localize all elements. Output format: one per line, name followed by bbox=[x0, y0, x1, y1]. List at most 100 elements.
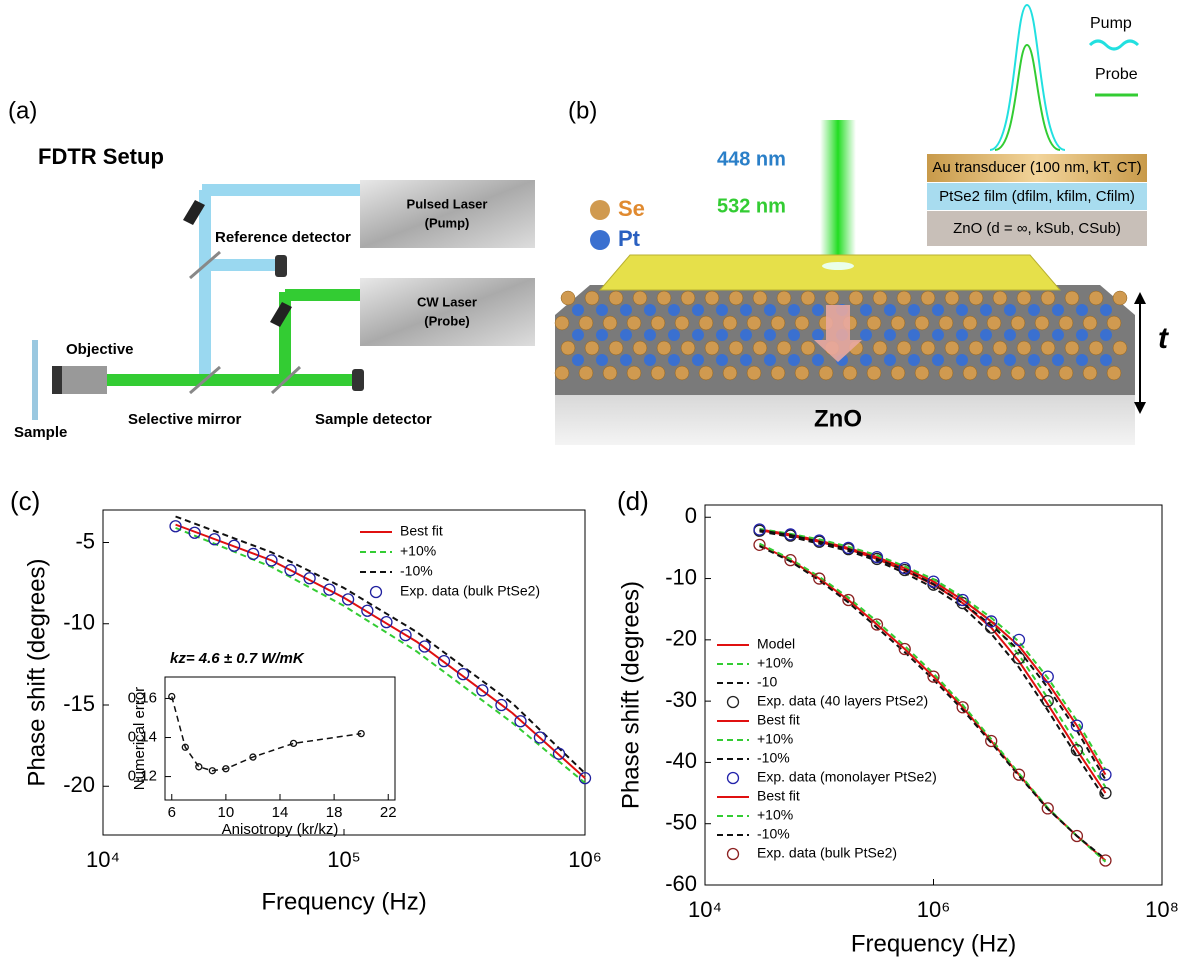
pt-atom bbox=[1028, 304, 1040, 316]
se-atom bbox=[969, 291, 983, 305]
setup-title: FDTR Setup bbox=[38, 144, 164, 169]
pump-laser bbox=[360, 180, 535, 248]
x-tick-label: 6 bbox=[168, 804, 176, 821]
x-tick-label: 22 bbox=[380, 804, 397, 821]
pt-atom bbox=[644, 329, 656, 341]
se-atom bbox=[561, 291, 575, 305]
se-atom bbox=[1041, 341, 1055, 355]
figure: (a) FDTR Setup Pulsed Laser (Pump) Refer… bbox=[0, 0, 1204, 963]
se-atom bbox=[945, 341, 959, 355]
au-film bbox=[600, 255, 1060, 290]
legend-label: Exp. data (40 layers PtSe2) bbox=[757, 693, 928, 709]
x-axis-label: Frequency (Hz) bbox=[261, 888, 426, 915]
se-atom bbox=[945, 291, 959, 305]
pt-atom bbox=[1004, 354, 1016, 366]
se-atom bbox=[921, 291, 935, 305]
se-atom bbox=[1065, 291, 1079, 305]
pt-atom bbox=[980, 354, 992, 366]
panel-a: (a) FDTR Setup Pulsed Laser (Pump) Refer… bbox=[8, 97, 540, 445]
se-atom bbox=[657, 291, 671, 305]
label: PtSe2 film (dfilm, kfilm, Cfilm) bbox=[939, 188, 1135, 205]
detector bbox=[275, 255, 287, 277]
se-icon bbox=[590, 200, 610, 220]
pt-atom bbox=[812, 329, 824, 341]
pt-atom bbox=[1028, 354, 1040, 366]
x-tick-label: 18 bbox=[326, 804, 343, 821]
se-atom bbox=[1083, 366, 1097, 380]
x-axis-label: Anisotropy (kr/kz) bbox=[222, 821, 339, 838]
legend-label: Exp. data (bulk PtSe2) bbox=[400, 583, 540, 599]
se-atom bbox=[675, 316, 689, 330]
label: Se bbox=[618, 196, 645, 221]
se-atom bbox=[1059, 366, 1073, 380]
pt-atom bbox=[764, 329, 776, 341]
se-atom bbox=[777, 291, 791, 305]
pt-atom bbox=[692, 354, 704, 366]
pt-atom bbox=[572, 329, 584, 341]
y-tick-label: -10 bbox=[665, 564, 697, 589]
y-axis-label: Numerical error bbox=[131, 687, 148, 790]
legend-label: Best fit bbox=[757, 788, 800, 804]
se-atom bbox=[963, 316, 977, 330]
se-atom bbox=[795, 316, 809, 330]
panel-label: (c) bbox=[10, 486, 40, 516]
pt-atom bbox=[572, 354, 584, 366]
pt-icon bbox=[590, 230, 610, 250]
se-atom bbox=[993, 341, 1007, 355]
label: 448 nm bbox=[717, 148, 786, 170]
se-atom bbox=[705, 291, 719, 305]
se-atom bbox=[1017, 291, 1031, 305]
plot-frame bbox=[165, 677, 395, 800]
pt-atom bbox=[764, 354, 776, 366]
label: Au transducer (100 nm, kT, CT) bbox=[932, 159, 1141, 176]
panel-b: (b) 448 nm 532 nm Se Pt ZnO t Pump Probe… bbox=[555, 5, 1170, 445]
detector bbox=[352, 369, 364, 391]
pt-atom bbox=[644, 304, 656, 316]
beam-spot bbox=[822, 262, 854, 270]
se-atom bbox=[627, 316, 641, 330]
x-tick-label: 10 bbox=[218, 804, 235, 821]
se-atom bbox=[915, 316, 929, 330]
panel-label: (a) bbox=[8, 97, 37, 124]
se-atom bbox=[1059, 316, 1073, 330]
se-atom bbox=[555, 316, 569, 330]
pt-atom bbox=[668, 354, 680, 366]
pt-atom bbox=[908, 354, 920, 366]
label: ZnO bbox=[814, 405, 862, 432]
pt-atom bbox=[956, 304, 968, 316]
pt-atom bbox=[740, 354, 752, 366]
pt-atom bbox=[716, 329, 728, 341]
se-atom bbox=[609, 291, 623, 305]
se-atom bbox=[1083, 316, 1097, 330]
probe-laser bbox=[360, 278, 535, 346]
se-atom bbox=[651, 366, 665, 380]
se-atom bbox=[579, 366, 593, 380]
pt-atom bbox=[620, 354, 632, 366]
pt-atom bbox=[692, 304, 704, 316]
sample-plate bbox=[32, 340, 38, 420]
pt-atom bbox=[1052, 329, 1064, 341]
se-atom bbox=[897, 291, 911, 305]
y-tick-label: 0 bbox=[685, 503, 697, 528]
label: Sample detector bbox=[315, 411, 432, 428]
se-atom bbox=[915, 366, 929, 380]
se-atom bbox=[699, 316, 713, 330]
se-atom bbox=[657, 341, 671, 355]
se-atom bbox=[819, 366, 833, 380]
legend-label: +10% bbox=[757, 807, 793, 823]
pt-atom bbox=[764, 304, 776, 316]
pt-atom bbox=[596, 329, 608, 341]
se-atom bbox=[681, 291, 695, 305]
laser-beam bbox=[820, 120, 856, 270]
se-atom bbox=[867, 366, 881, 380]
se-atom bbox=[1011, 366, 1025, 380]
se-atom bbox=[891, 316, 905, 330]
label: Pt bbox=[618, 226, 641, 251]
se-atom bbox=[1011, 316, 1025, 330]
legend-label: +10% bbox=[400, 543, 436, 559]
se-atom bbox=[771, 316, 785, 330]
pt-atom bbox=[620, 329, 632, 341]
se-atom bbox=[1041, 291, 1055, 305]
pt-atom bbox=[596, 354, 608, 366]
pt-atom bbox=[932, 354, 944, 366]
